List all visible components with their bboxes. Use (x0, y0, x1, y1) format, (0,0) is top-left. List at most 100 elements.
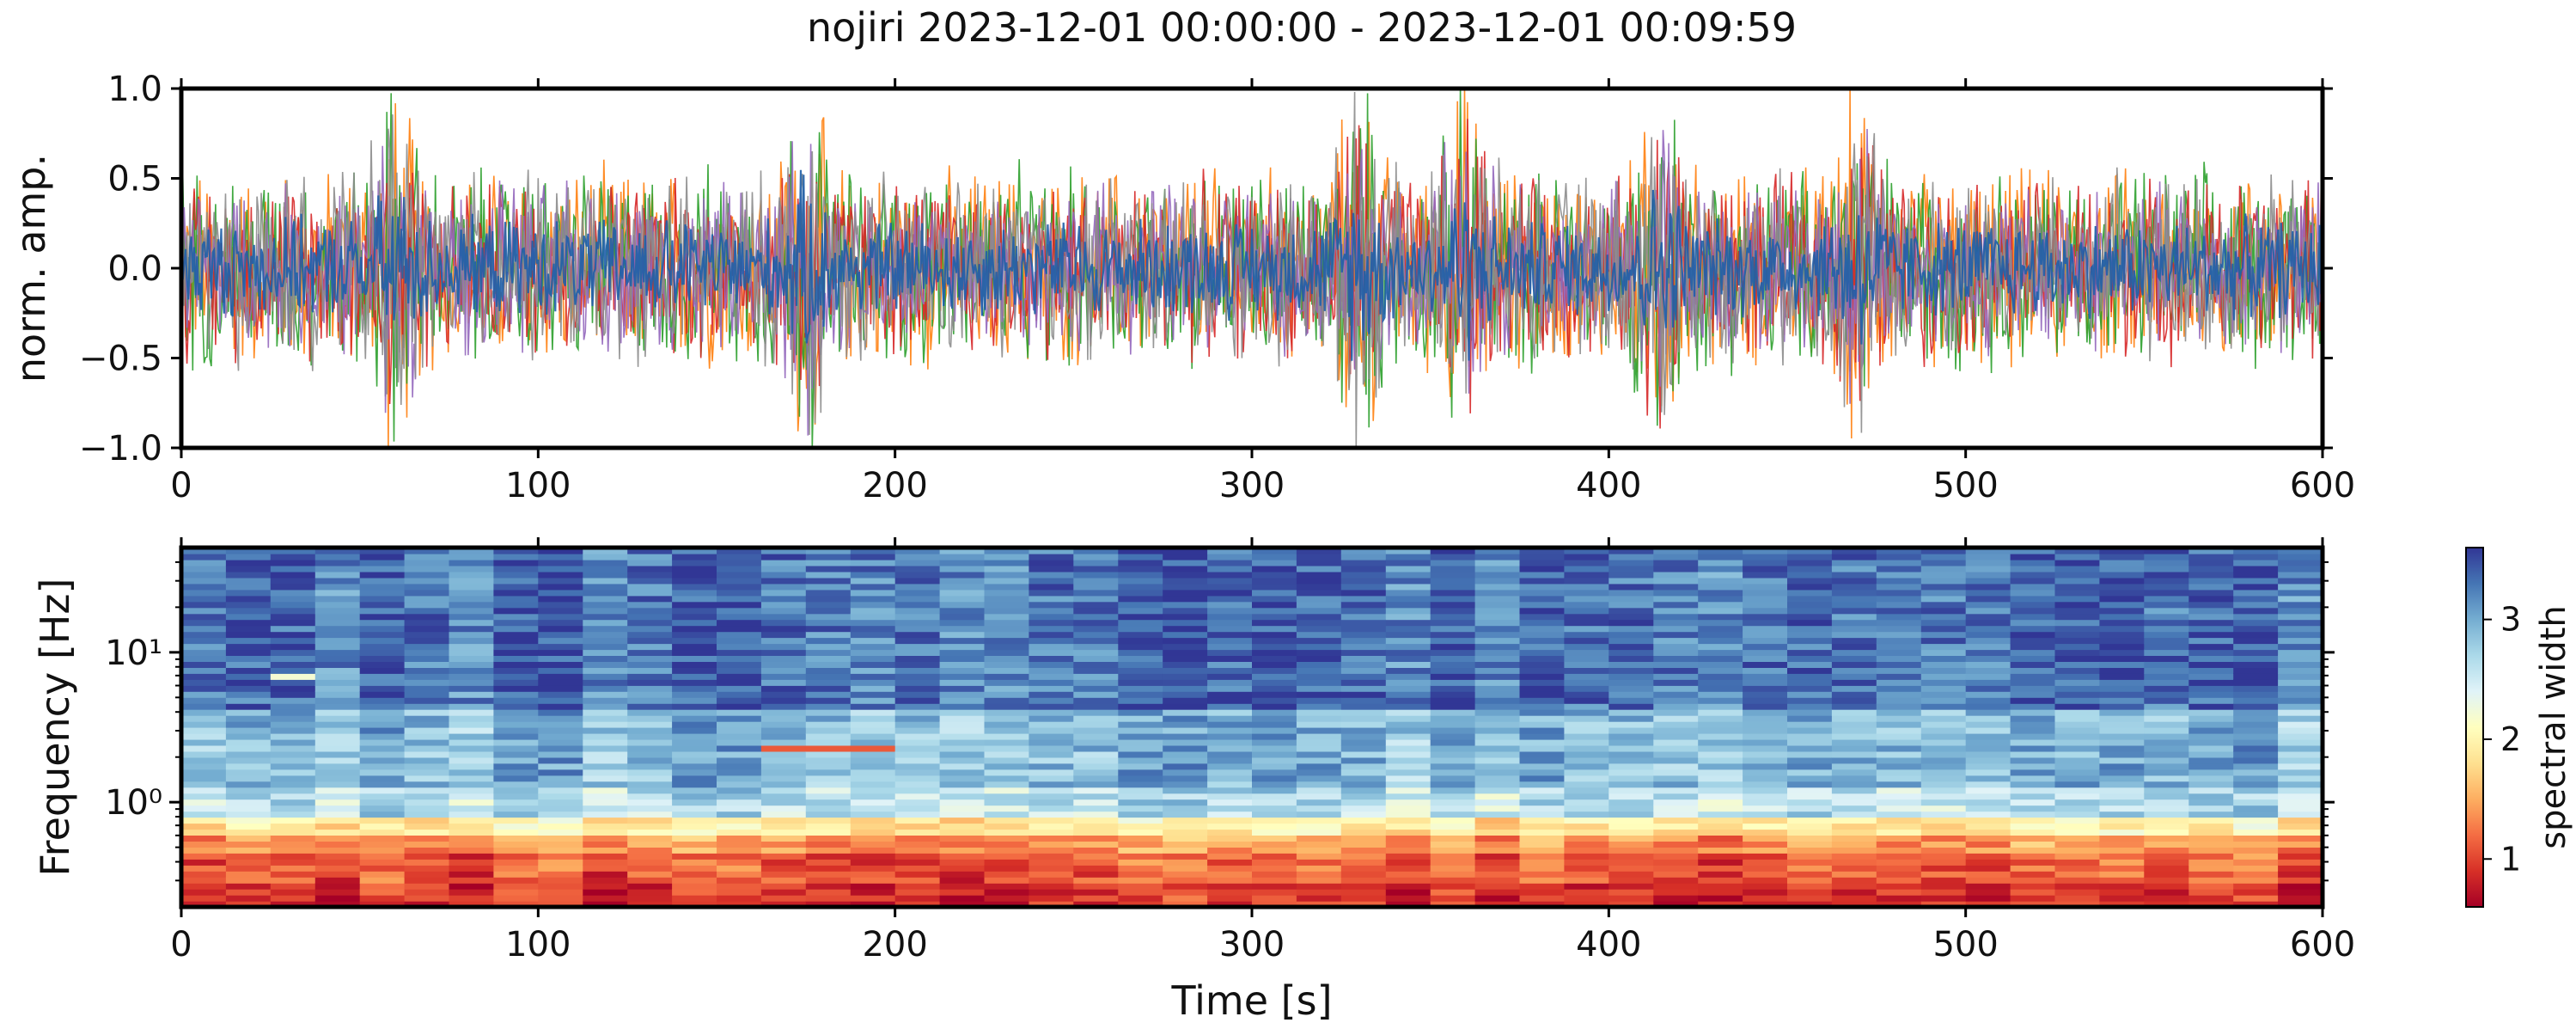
heatmap-cell (1831, 589, 1877, 597)
heatmap-cell (1207, 637, 1253, 645)
heatmap-cell (672, 756, 717, 764)
waveform-y-tick-label: 1.0 (107, 70, 162, 109)
heatmap-cell (583, 721, 628, 728)
heatmap-cell (805, 750, 852, 758)
heatmap-cell (1519, 601, 1565, 609)
heatmap-cell (1564, 835, 1609, 842)
heatmap-cell (449, 793, 494, 800)
heatmap-cell (760, 799, 807, 806)
heatmap-cell (2010, 607, 2056, 615)
heatmap-cell (1965, 619, 2011, 627)
heatmap-cell (1876, 859, 1922, 866)
heatmap-cell (1787, 781, 1833, 788)
heatmap-cell (805, 805, 852, 812)
heatmap-cell (2099, 823, 2145, 830)
heatmap-cell (1207, 787, 1253, 794)
heatmap-cell (1073, 709, 1119, 716)
heatmap-cell (1519, 889, 1565, 896)
heatmap-cell (672, 895, 717, 902)
heatmap-cell (894, 667, 941, 674)
heatmap-cell (894, 733, 941, 740)
heatmap-cell (850, 829, 896, 836)
heatmap-cell (1029, 709, 1074, 716)
heatmap-cell (2278, 811, 2323, 818)
heatmap-cell (1831, 738, 1877, 746)
heatmap-cell (1207, 643, 1253, 651)
heatmap-cell (1474, 733, 1521, 740)
heatmap-cell (984, 661, 1029, 668)
heatmap-cell (1653, 883, 1699, 890)
heatmap-cell (894, 756, 941, 764)
heatmap-cell (538, 589, 583, 597)
waveform-x-tick-label: 600 (2290, 466, 2355, 505)
heatmap-cell (2278, 781, 2323, 788)
heatmap-cell (1430, 661, 1476, 668)
heatmap-cell (359, 799, 406, 806)
heatmap-cell (538, 643, 583, 651)
heatmap-cell (760, 679, 807, 686)
heatmap-cell (1920, 823, 1967, 830)
heatmap-cell (270, 733, 316, 740)
heatmap-cell (1831, 631, 1877, 639)
heatmap-cell (984, 901, 1029, 908)
heatmap-cell (2010, 601, 2056, 609)
heatmap-cell (2010, 565, 2056, 573)
heatmap-cell (894, 673, 941, 680)
heatmap-cell (1118, 835, 1163, 842)
heatmap-cell (1252, 601, 1297, 609)
heatmap-cell (2099, 853, 2145, 860)
heatmap-cell (1474, 673, 1521, 680)
heatmap-cell (2010, 775, 2056, 782)
heatmap-cell (1118, 565, 1163, 573)
heatmap-cell (404, 554, 450, 560)
heatmap-cell (1385, 841, 1431, 848)
waveform-x-tick-label: 400 (1576, 466, 1641, 505)
heatmap-cell (2099, 691, 2145, 698)
heatmap-cell (1965, 865, 2011, 872)
heatmap-cell (850, 775, 896, 782)
heatmap-cell (1920, 691, 1967, 698)
heatmap-cell (1965, 703, 2011, 710)
heatmap-cell (1519, 589, 1565, 597)
heatmap-cell (1207, 589, 1253, 597)
heatmap-cell (717, 679, 762, 686)
heatmap-cell (1564, 709, 1609, 716)
heatmap-cell (181, 901, 227, 908)
heatmap-cell (359, 847, 406, 854)
heatmap-cell (1207, 673, 1253, 680)
heatmap-cell (1876, 738, 1922, 746)
heatmap-cell (493, 805, 539, 812)
heatmap-cell (1743, 817, 1788, 824)
heatmap-cell (538, 859, 583, 866)
heatmap-cell (850, 685, 896, 692)
heatmap-cell (1876, 709, 1922, 716)
heatmap-cell (225, 619, 272, 627)
heatmap-cell (1876, 750, 1922, 758)
heatmap-cell (404, 841, 450, 848)
heatmap-cell (1430, 721, 1476, 728)
heatmap-cell (1653, 589, 1699, 597)
heatmap-cell (2144, 661, 2189, 668)
heatmap-cell (1965, 895, 2011, 902)
heatmap-cell (2278, 727, 2323, 734)
heatmap-cell (1965, 835, 2011, 842)
heatmap-cell (1698, 847, 1743, 854)
heatmap-cell (1920, 715, 1967, 722)
heatmap-cell (1252, 625, 1297, 633)
heatmap-cell (2233, 781, 2279, 788)
heatmap-cell (717, 727, 762, 734)
heatmap-cell (1787, 625, 1833, 633)
heatmap-cell (939, 895, 986, 902)
heatmap-cell (1653, 847, 1699, 854)
heatmap-cell (493, 817, 539, 824)
heatmap-cell (270, 756, 316, 764)
heatmap-cell (1029, 697, 1074, 704)
heatmap-cell (583, 715, 628, 722)
heatmap-cell (1073, 769, 1119, 776)
heatmap-cell (760, 817, 807, 824)
heatmap-cell (1787, 673, 1833, 680)
heatmap-cell (1029, 787, 1074, 794)
heatmap-cell (2278, 625, 2323, 633)
heatmap-cell (1787, 577, 1833, 585)
heatmap-cell (270, 685, 316, 692)
